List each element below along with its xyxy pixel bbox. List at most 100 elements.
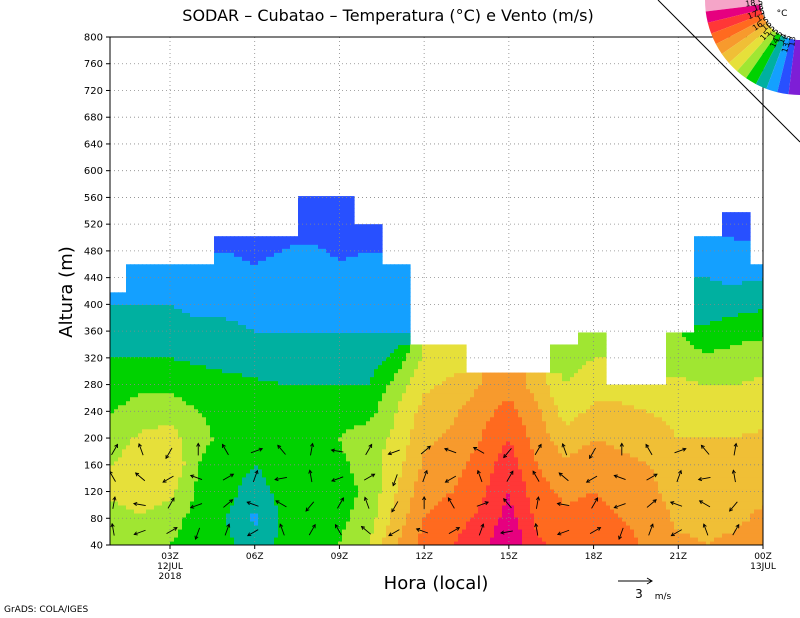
temperature-cell [346,272,351,277]
temperature-cell [122,520,127,526]
temperature-cell [334,336,339,342]
temperature-cell [186,316,191,322]
temperature-cell [366,492,371,498]
temperature-cell [254,380,259,386]
temperature-cell [330,348,335,354]
temperature-cell [194,436,199,442]
temperature-cell [130,416,135,422]
temperature-cell [174,324,179,330]
temperature-cell [290,376,295,382]
temperature-cell [322,508,327,514]
temperature-cell [246,452,251,458]
temperature-cell [318,344,323,350]
temperature-cell [190,296,195,301]
temperature-cell [134,488,139,494]
temperature-cell [318,296,323,301]
temperature-cell [350,380,355,386]
temperature-cell [214,316,219,322]
temperature-cell [334,420,339,426]
temperature-cell [182,540,187,545]
temperature-cell [314,404,319,410]
temperature-cell [238,328,243,334]
temperature-cell [198,428,203,434]
temperature-cell [294,308,299,313]
temperature-cell [346,416,351,422]
temperature-cell [318,288,323,293]
temperature-cell [370,404,375,410]
temperature-cell [126,540,131,545]
temperature-cell [146,456,151,462]
temperature-cell [126,412,131,418]
temperature-cell [174,432,179,438]
temperature-cell [366,268,371,273]
temperature-cell [126,432,131,438]
temperature-cell [350,200,355,205]
temperature-cell [350,476,355,482]
temperature-cell [114,380,119,386]
temperature-cell [222,420,227,426]
temperature-cell [166,352,171,358]
temperature-cell [362,332,367,338]
temperature-cell [266,268,271,273]
temperature-cell [334,312,339,317]
temperature-cell [346,368,351,374]
temperature-cell [366,256,371,261]
temperature-cell [226,424,231,430]
temperature-cell [250,452,255,458]
temperature-cell [318,252,323,257]
temperature-cell [134,292,139,297]
temperature-cell [186,540,191,545]
temperature-cell [166,436,171,442]
temperature-cell [278,248,283,253]
temperature-cell [198,308,203,313]
temperature-cell [306,508,311,514]
temperature-cell [230,468,235,474]
temperature-cell [230,496,235,502]
temperature-cell [302,524,307,530]
temperature-cell [338,284,343,289]
temperature-cell [142,300,147,305]
temperature-cell [322,368,327,374]
temperature-cell [206,284,211,289]
temperature-cell [242,424,247,430]
temperature-cell [342,408,347,414]
temperature-cell [218,496,223,502]
temperature-cell [334,460,339,466]
temperature-cell [314,468,319,474]
temperature-cell [206,376,211,382]
temperature-cell [242,360,247,366]
temperature-cell [302,284,307,289]
temperature-cell [266,264,271,269]
temperature-cell [318,256,323,261]
temperature-cell [162,516,167,522]
temperature-cell [318,520,323,526]
temperature-cell [262,264,267,269]
temperature-cell [326,248,331,253]
temperature-cell [318,356,323,362]
temperature-cell [226,432,231,438]
temperature-cell [306,424,311,430]
temperature-cell [114,408,119,414]
temperature-cell [214,348,219,354]
temperature-cell [150,504,155,510]
temperature-cell [202,336,207,342]
temperature-cell [214,380,219,386]
temperature-cell [214,496,219,502]
temperature-cell [294,368,299,374]
temperature-cell [146,352,151,358]
temperature-cell [370,460,375,466]
temperature-cell [114,400,119,406]
temperature-cell [190,320,195,326]
temperature-cell [350,384,355,390]
temperature-cell [366,528,371,534]
temperature-cell [262,416,267,422]
temperature-cell [322,240,327,245]
temperature-cell [362,228,367,233]
temperature-cell [350,440,355,446]
temperature-cell [294,312,299,317]
temperature-cell [250,352,255,358]
temperature-cell [246,332,251,338]
temperature-cell [318,452,323,458]
temperature-cell [278,480,283,486]
temperature-cell [362,500,367,506]
